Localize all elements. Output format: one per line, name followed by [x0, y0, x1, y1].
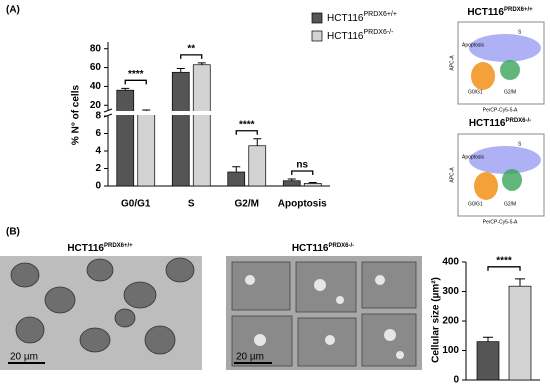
error-bar [483, 336, 493, 342]
significance-label: **** [496, 255, 512, 266]
axis-label: PerCP-Cy5-5-A [483, 107, 518, 113]
bar [282, 180, 301, 187]
y-tick-label: 60 [90, 62, 102, 73]
cell-cloud [469, 34, 541, 62]
error-bar [308, 182, 317, 184]
bar [227, 171, 246, 187]
image-title: HCT116PRDX6+/+ [67, 243, 133, 254]
plot-frame [457, 133, 545, 217]
cell-cloud [502, 169, 522, 191]
y-tick-label: 0 [453, 375, 459, 386]
panel-label: (B) [6, 227, 20, 238]
y-tick-label: 4 [95, 146, 101, 157]
significance-bracket [291, 170, 314, 175]
significance-bracket [180, 54, 203, 59]
legend-sup: PRDX6-/- [364, 29, 395, 36]
significance-label: **** [239, 119, 255, 130]
scale-label: 20 µm [10, 352, 38, 363]
cell-cloud [500, 60, 520, 80]
gate-label: G2/M [504, 201, 516, 207]
cell-cloud [474, 172, 498, 200]
bar [476, 341, 500, 381]
error-bar [197, 62, 206, 65]
y-tick-label: 100 [442, 345, 459, 356]
legend-name: HCT116 [327, 31, 364, 42]
cell-cloud [469, 146, 541, 174]
significance-bracket [487, 266, 521, 271]
flow-plot: HCT116PRDX6-/- Apoptosis S G0/G1 G2/M AP… [449, 118, 545, 225]
axis-break [103, 108, 113, 113]
flow-plot: HCT116PRDX6+/+ Apoptosis S G0/G1 G2/M AP… [449, 7, 545, 113]
y-tick-label: 0 [95, 181, 101, 192]
gate-label: S [518, 141, 522, 147]
significance-label: ** [187, 43, 195, 54]
x-tick-label: G0/G1 [121, 199, 151, 210]
axis-break [105, 111, 333, 115]
legend-label: HCT116PRDX6+/+ [327, 11, 397, 24]
bar [116, 89, 135, 187]
bar [137, 112, 156, 187]
panel-label: (A) [6, 5, 20, 16]
gate-label: G0/G1 [468, 89, 483, 95]
micrograph: HCT116PRDX6-/- 20 µm [226, 243, 422, 370]
bar [508, 285, 532, 381]
significance-bracket [124, 79, 147, 85]
y-tick-label: 8 [95, 111, 101, 122]
axis-break [103, 113, 113, 118]
legend-label: HCT116PRDX6-/- [327, 29, 394, 42]
significance-label: ns [296, 160, 308, 171]
plot-title: HCT116PRDX6-/- [469, 118, 531, 129]
bar [192, 64, 211, 187]
x-tick-label: S [188, 199, 195, 210]
error-bar [121, 87, 130, 91]
legend-sup: PRDX6+/+ [364, 11, 397, 18]
error-bar [253, 138, 262, 146]
y-tick-label: 400 [442, 257, 459, 268]
gate-label: G2/M [504, 89, 516, 95]
error-bar [176, 68, 185, 73]
y-tick-label: 200 [442, 316, 459, 327]
x-tick-label: G2/M [235, 199, 259, 210]
axis-label: APC-A [449, 55, 455, 71]
gate-label: S [518, 29, 522, 35]
bar [248, 145, 267, 187]
significance-label: **** [128, 69, 144, 80]
y-tick-label: 80 [90, 43, 102, 54]
y-axis-label: Cellular size (µm²) [431, 277, 442, 363]
y-axis-label: % N° of cells [71, 85, 82, 146]
legend-swatch [311, 30, 323, 42]
error-bar [287, 178, 296, 181]
error-bar [515, 278, 525, 287]
y-tick-label: 40 [90, 81, 102, 92]
cell-cloud [471, 62, 495, 90]
micrograph: HCT116PRDX6+/+ 20 µm [0, 243, 202, 370]
axis-label: APC-A [449, 167, 455, 183]
axis-label: PerCP-Cy5-5-A [483, 219, 518, 225]
gate-label: Apoptosis [462, 42, 484, 48]
bar [303, 183, 322, 187]
x-tick-label: Apoptosis [278, 199, 327, 210]
legend-name: HCT116 [327, 13, 364, 24]
bar [171, 71, 190, 187]
y-tick-label: 300 [442, 286, 459, 297]
scale-label: 20 µm [236, 352, 264, 363]
error-bar [232, 166, 241, 172]
gate-label: Apoptosis [462, 154, 484, 160]
legend-swatch [311, 12, 323, 24]
gate-label: G0/G1 [468, 201, 483, 207]
image-title: HCT116PRDX6-/- [292, 243, 354, 254]
y-tick-label: 20 [90, 100, 102, 111]
plot-title: HCT116PRDX6+/+ [467, 7, 533, 18]
y-tick-label: 2 [95, 163, 101, 174]
y-tick-label: 6 [95, 128, 101, 139]
significance-bracket [235, 130, 258, 135]
